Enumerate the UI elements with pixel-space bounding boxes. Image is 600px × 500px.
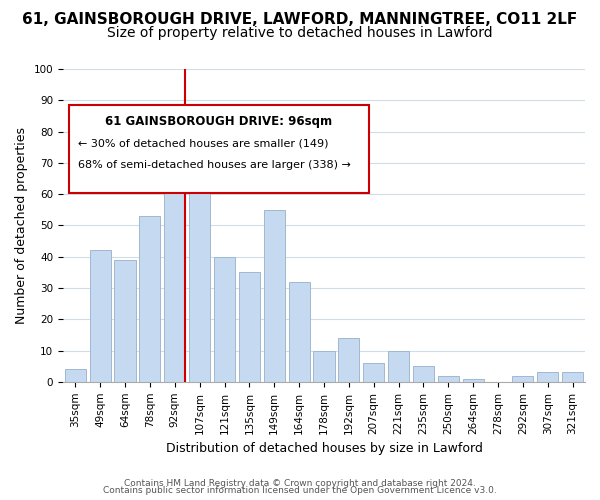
Bar <box>363 363 384 382</box>
Bar <box>189 160 210 382</box>
Bar <box>313 350 335 382</box>
Text: Contains HM Land Registry data © Crown copyright and database right 2024.: Contains HM Land Registry data © Crown c… <box>124 478 476 488</box>
Bar <box>537 372 558 382</box>
Text: ← 30% of detached houses are smaller (149): ← 30% of detached houses are smaller (14… <box>78 139 329 149</box>
Bar <box>65 370 86 382</box>
Text: Size of property relative to detached houses in Lawford: Size of property relative to detached ho… <box>107 26 493 40</box>
Bar <box>463 378 484 382</box>
Bar <box>115 260 136 382</box>
Bar <box>214 256 235 382</box>
Text: 61, GAINSBOROUGH DRIVE, LAWFORD, MANNINGTREE, CO11 2LF: 61, GAINSBOROUGH DRIVE, LAWFORD, MANNING… <box>22 12 578 28</box>
Bar <box>89 250 111 382</box>
Bar <box>562 372 583 382</box>
Bar <box>512 376 533 382</box>
Bar <box>338 338 359 382</box>
Y-axis label: Number of detached properties: Number of detached properties <box>15 127 28 324</box>
Text: Contains public sector information licensed under the Open Government Licence v3: Contains public sector information licen… <box>103 486 497 495</box>
Bar <box>437 376 459 382</box>
Bar <box>263 210 285 382</box>
Bar <box>413 366 434 382</box>
Bar <box>239 272 260 382</box>
Bar <box>289 282 310 382</box>
Bar <box>139 216 160 382</box>
Bar <box>164 132 185 382</box>
X-axis label: Distribution of detached houses by size in Lawford: Distribution of detached houses by size … <box>166 442 482 455</box>
Bar <box>388 350 409 382</box>
Text: 61 GAINSBOROUGH DRIVE: 96sqm: 61 GAINSBOROUGH DRIVE: 96sqm <box>106 115 332 128</box>
Text: 68% of semi-detached houses are larger (338) →: 68% of semi-detached houses are larger (… <box>78 160 351 170</box>
